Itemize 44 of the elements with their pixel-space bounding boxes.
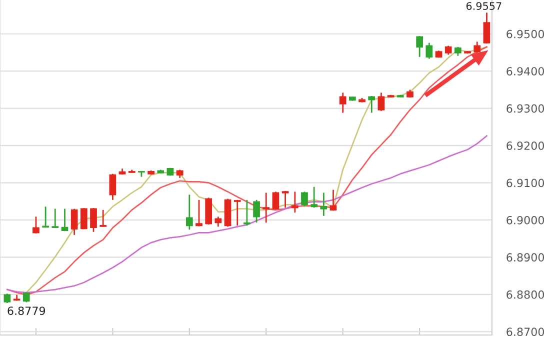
line-series	[6, 135, 488, 294]
candlestick	[4, 292, 11, 304]
candlestick	[262, 192, 270, 224]
y-tick-label: 6.9100	[506, 178, 544, 188]
candlestick	[52, 208, 59, 228]
y-tick-label: 6.9400	[506, 67, 544, 76]
y-tick-label: 6.8900	[506, 253, 544, 262]
candlestick	[42, 206, 49, 228]
annotation: 6.9557	[466, 2, 502, 10]
candlestick	[80, 207, 88, 230]
candlestick	[330, 189, 337, 212]
candlestick	[426, 42, 433, 60]
candlestick	[320, 192, 328, 217]
candlestick	[244, 199, 250, 226]
candlestick	[272, 191, 280, 210]
y-tick-label: 6.8700	[506, 328, 544, 336]
candlestick	[32, 216, 40, 234]
y-tick-label: 6.9500	[506, 30, 544, 38]
annotation: 6.8779	[8, 306, 46, 316]
candlestick	[109, 173, 116, 201]
candlestick	[282, 190, 289, 208]
y-tick-label: 6.9200	[506, 142, 544, 150]
candlestick	[474, 40, 481, 54]
candlestick	[301, 191, 308, 208]
candlestick	[90, 207, 97, 233]
candlestick	[70, 208, 78, 236]
candlestick	[339, 92, 346, 114]
y-tick-label: 6.9000	[506, 216, 544, 224]
candlestick	[310, 186, 318, 208]
y-tick-label: 6.9300	[506, 104, 544, 113]
candlestick	[61, 208, 68, 232]
candlestick	[378, 92, 385, 112]
candlestick	[253, 199, 260, 224]
candlestick	[483, 12, 490, 44]
y-tick-label: 6.8800	[506, 290, 544, 299]
candlestick	[196, 199, 202, 228]
candlestick	[100, 209, 107, 228]
candlestick	[291, 191, 298, 214]
candlestick	[368, 95, 376, 114]
candlestick	[214, 216, 222, 228]
candlestick	[234, 199, 241, 226]
candlestick	[416, 35, 423, 58]
candlestick	[186, 194, 193, 230]
candlestick	[22, 292, 30, 303]
